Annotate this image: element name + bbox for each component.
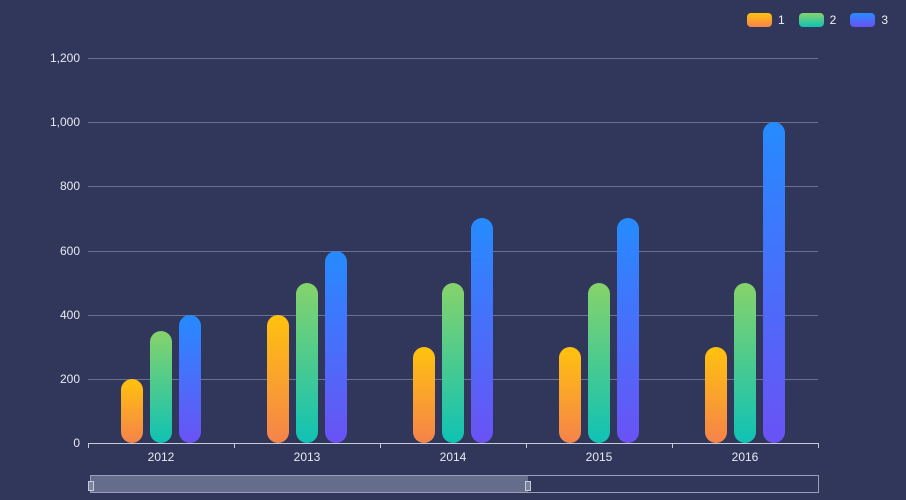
- bar-series-1[interactable]: [121, 378, 143, 443]
- y-tick-label: 400: [59, 307, 80, 322]
- datazoom-end-handle[interactable]: [525, 481, 532, 491]
- legend-swatch-1: [746, 13, 772, 27]
- bar-series-3[interactable]: [617, 218, 639, 443]
- bar-series-2[interactable]: [442, 282, 464, 443]
- bar-series-3[interactable]: [763, 122, 785, 443]
- x-tick-label: 2013: [293, 450, 321, 464]
- x-tick-mark: [380, 443, 381, 448]
- bar-series-3[interactable]: [179, 314, 201, 443]
- datazoom-start-handle[interactable]: [88, 481, 94, 491]
- x-tick-label: 2012: [147, 450, 175, 464]
- y-tick-label: 0: [73, 436, 80, 450]
- gridline: [88, 58, 818, 59]
- bar-series-1[interactable]: [559, 346, 581, 443]
- bar-series-2[interactable]: [150, 330, 172, 443]
- x-tick-mark: [526, 443, 527, 448]
- x-axis: [88, 443, 818, 444]
- x-tick-label: 2015: [585, 450, 613, 464]
- legend-swatch-3: [850, 13, 876, 27]
- y-tick-label: 200: [59, 371, 80, 386]
- legend-swatch-2: [798, 13, 824, 27]
- x-tick-label: 2016: [731, 450, 759, 464]
- bar-series-1[interactable]: [267, 314, 289, 443]
- y-tick-label: 1,000: [49, 115, 80, 130]
- bar-series-1[interactable]: [413, 346, 435, 443]
- legend-label: 3: [881, 13, 888, 27]
- bar-series-2[interactable]: [296, 282, 318, 443]
- x-tick-mark: [88, 443, 89, 448]
- bar-series-2[interactable]: [734, 282, 756, 443]
- legend-label: 1: [777, 13, 785, 27]
- y-tick-label: 800: [59, 179, 80, 194]
- gridline: [88, 122, 818, 124]
- bar-series-3[interactable]: [471, 218, 493, 443]
- datazoom-selected-range[interactable]: [91, 476, 529, 492]
- y-tick-label: 1,200: [49, 51, 80, 65]
- gridline: [88, 250, 818, 252]
- bar-series-2[interactable]: [588, 282, 610, 443]
- legend-item-3[interactable]: 3: [850, 13, 894, 27]
- legend-item-1[interactable]: 1: [746, 13, 791, 27]
- y-tick-label: 600: [59, 243, 80, 258]
- x-tick-mark: [818, 443, 819, 448]
- bar-series-3[interactable]: [325, 250, 347, 443]
- x-tick-mark: [234, 443, 235, 448]
- x-tick-label: 2014: [439, 450, 467, 464]
- bar-series-1[interactable]: [705, 346, 727, 443]
- legend-label: 2: [829, 13, 837, 27]
- legend-item-2[interactable]: 2: [798, 13, 843, 27]
- gridline: [88, 186, 818, 188]
- datazoom-slider[interactable]: [88, 475, 819, 493]
- legend: 1 2 3: [746, 13, 894, 27]
- x-tick-mark: [672, 443, 673, 448]
